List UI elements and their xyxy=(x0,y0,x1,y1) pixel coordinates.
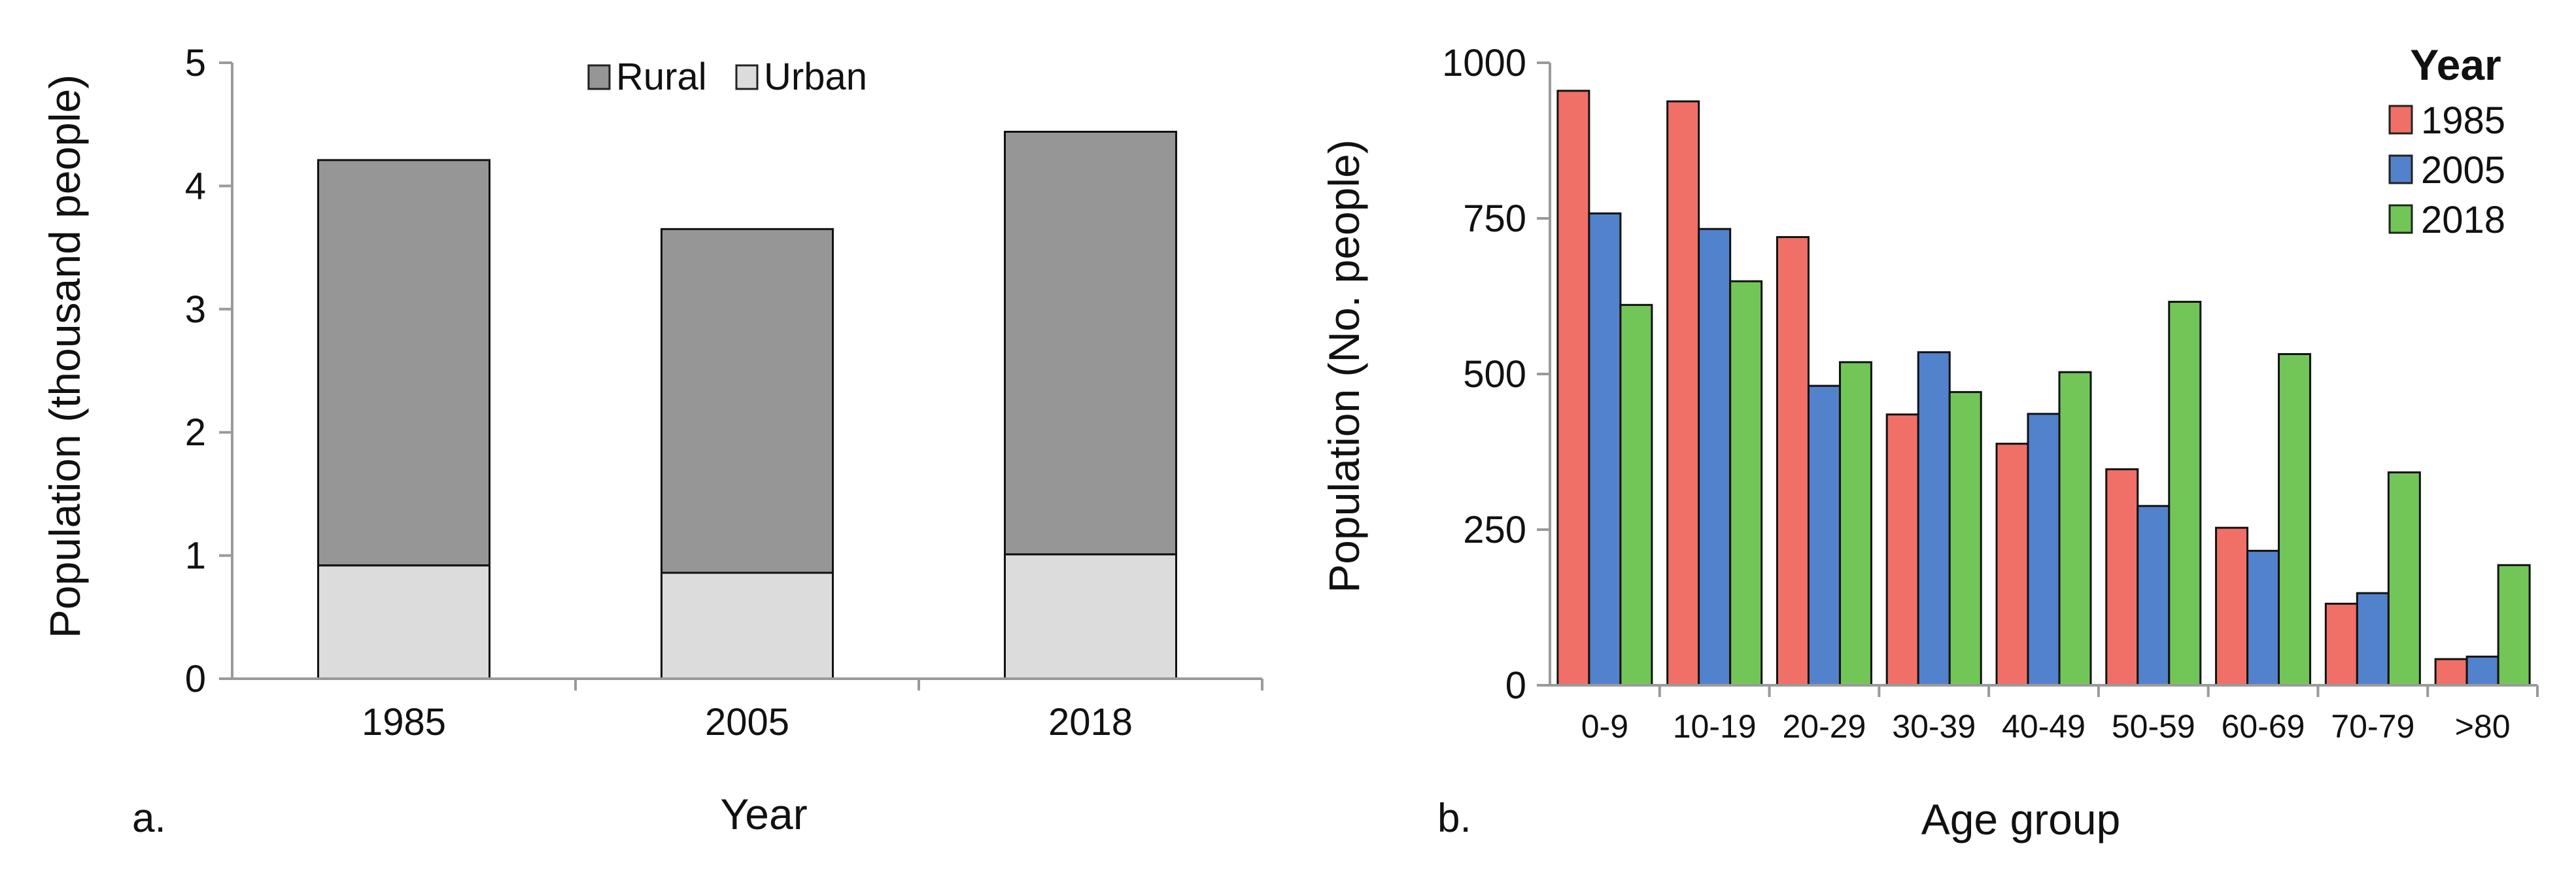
panel-b-legend: Year 1985 2005 2018 xyxy=(2388,41,2505,241)
bar-2005-50-59 xyxy=(2137,505,2171,687)
bar-urban-1985 xyxy=(317,564,490,680)
bar-2018-20-29 xyxy=(1838,361,1872,687)
panel-a-x-ticks: 1985 2005 2018 xyxy=(362,679,1263,743)
bar-1985-30-39 xyxy=(1885,413,1919,687)
panel-a-y-axis-title: Population (thousand people) xyxy=(41,75,89,638)
x-tick-label: 2005 xyxy=(705,701,789,743)
bar-1985-10-19 xyxy=(1666,100,1700,687)
bar-1985->80 xyxy=(2434,658,2468,687)
x-tick-label: 70-79 xyxy=(2331,708,2414,745)
bar-1985-20-29 xyxy=(1776,236,1810,687)
panel-b-x-axis-title: Age group xyxy=(1921,795,2121,843)
bar-2018-40-49 xyxy=(2058,371,2092,687)
bar-2005->80 xyxy=(2465,655,2499,687)
x-tick-label: 50-59 xyxy=(2112,708,2195,745)
bar-rural-2018 xyxy=(1004,131,1177,556)
x-tick-label: 1985 xyxy=(362,701,446,743)
bar-2018-30-39 xyxy=(1948,391,1982,687)
panel-b-y-ticks: 0 250 500 750 1000 xyxy=(1442,42,1550,707)
bar-1985-50-59 xyxy=(2105,468,2139,687)
legend-1985-label: 1985 xyxy=(2421,99,2505,142)
bar-1985-70-79 xyxy=(2324,602,2358,687)
bar-2018-50-59 xyxy=(2168,301,2202,687)
bar-1985-40-49 xyxy=(1995,443,2029,687)
panel-b-label: b. xyxy=(1437,796,1471,841)
y-tick-label: 750 xyxy=(1463,197,1526,240)
panel-a-y-ticks: 0 1 2 3 4 5 xyxy=(185,42,232,700)
legend-2018-swatch xyxy=(2388,204,2413,234)
bar-2005-30-39 xyxy=(1917,351,1951,687)
legend-title-year: Year xyxy=(2410,41,2501,89)
x-tick-label: 40-49 xyxy=(2002,708,2086,745)
legend-urban-label: Urban xyxy=(764,56,867,98)
panel-a-label: a. xyxy=(132,796,166,841)
bar-2018-0-9 xyxy=(1619,303,1653,687)
panel-a-legend: Rural Urban xyxy=(587,56,867,98)
legend-1985-swatch xyxy=(2388,105,2413,135)
panel-b-grouped-bar-chart: 0 250 500 750 1000 0-9 10-19 20-29 30-39 40-49 50… xyxy=(1320,41,2539,843)
legend-2005-swatch xyxy=(2388,154,2413,184)
bar-urban-2018 xyxy=(1004,553,1177,680)
y-tick-label: 250 xyxy=(1463,509,1526,551)
bar-1985-0-9 xyxy=(1556,90,1590,687)
x-tick-label: 20-29 xyxy=(1782,708,1866,745)
legend-rural-swatch xyxy=(587,64,611,90)
x-tick-label: 30-39 xyxy=(1892,708,1976,745)
bar-1985-60-69 xyxy=(2215,526,2249,687)
bar-2018-70-79 xyxy=(2387,471,2421,687)
panel-b-y-axis-title: Population (No. people) xyxy=(1320,139,1368,592)
panel-a-stacked-bar-chart: 0 1 2 3 4 5 1985 2005 2018 Population (thousand… xyxy=(41,42,1263,841)
bar-2018-10-19 xyxy=(1729,280,1763,687)
y-tick-label: 0 xyxy=(1505,664,1526,707)
panel-a-x-axis-title: Year xyxy=(720,790,807,838)
legend-urban-swatch xyxy=(735,64,759,90)
bar-2005-60-69 xyxy=(2246,549,2280,687)
x-tick-label: 60-69 xyxy=(2222,708,2305,745)
bar-rural-2005 xyxy=(661,228,834,574)
y-tick-label: 2 xyxy=(185,411,206,454)
bar-2005-40-49 xyxy=(2027,413,2061,687)
bar-rural-1985 xyxy=(317,159,490,567)
bar-2005-70-79 xyxy=(2356,592,2390,687)
y-tick-label: 1 xyxy=(185,535,206,577)
bar-2005-10-19 xyxy=(1698,228,1732,687)
y-tick-label: 1000 xyxy=(1442,42,1526,84)
x-tick-label: 2018 xyxy=(1048,701,1133,743)
y-tick-label: 4 xyxy=(185,165,206,207)
bar-2018-60-69 xyxy=(2278,353,2312,687)
y-tick-label: 500 xyxy=(1463,353,1526,396)
panel-b-x-ticks: 0-9 10-19 20-29 30-39 40-49 50-59 60-69 70-79 >8… xyxy=(1581,685,2539,745)
bar-urban-2005 xyxy=(661,571,834,680)
bar-2018->80 xyxy=(2497,564,2531,687)
legend-2018-label: 2018 xyxy=(2421,199,2505,241)
panel-b-bars xyxy=(1556,90,2531,687)
bar-2005-0-9 xyxy=(1588,212,1622,687)
x-tick-label: 10-19 xyxy=(1673,708,1757,745)
legend-rural-label: Rural xyxy=(616,56,707,98)
x-tick-label: >80 xyxy=(2455,708,2511,745)
x-tick-label: 0-9 xyxy=(1581,708,1628,745)
y-tick-label: 3 xyxy=(185,288,206,331)
panel-a-bars xyxy=(317,131,1177,680)
y-tick-label: 5 xyxy=(185,42,206,84)
bar-2005-20-29 xyxy=(1807,384,1841,687)
legend-2005-label: 2005 xyxy=(2421,149,2505,192)
y-tick-label: 0 xyxy=(185,658,206,700)
